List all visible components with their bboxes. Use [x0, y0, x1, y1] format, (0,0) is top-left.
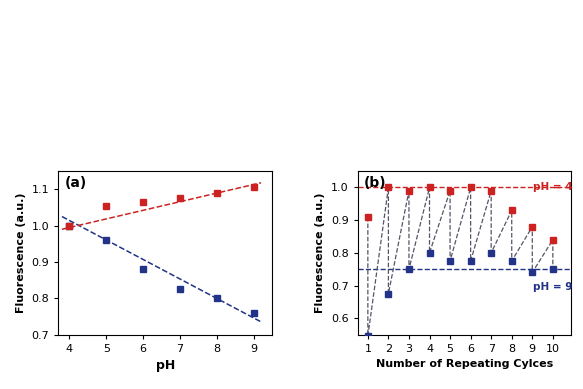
- X-axis label: Number of Repeating Cylces: Number of Repeating Cylces: [376, 359, 553, 369]
- Y-axis label: Fluorescence (a.u.): Fluorescence (a.u.): [16, 193, 26, 313]
- Text: pH = 4: pH = 4: [533, 182, 573, 193]
- X-axis label: pH: pH: [156, 359, 175, 372]
- Text: (a): (a): [65, 176, 87, 190]
- Text: pH = 9: pH = 9: [533, 282, 573, 292]
- Text: (b): (b): [364, 176, 387, 190]
- Y-axis label: Fluorescence (a.u.): Fluorescence (a.u.): [315, 193, 325, 313]
